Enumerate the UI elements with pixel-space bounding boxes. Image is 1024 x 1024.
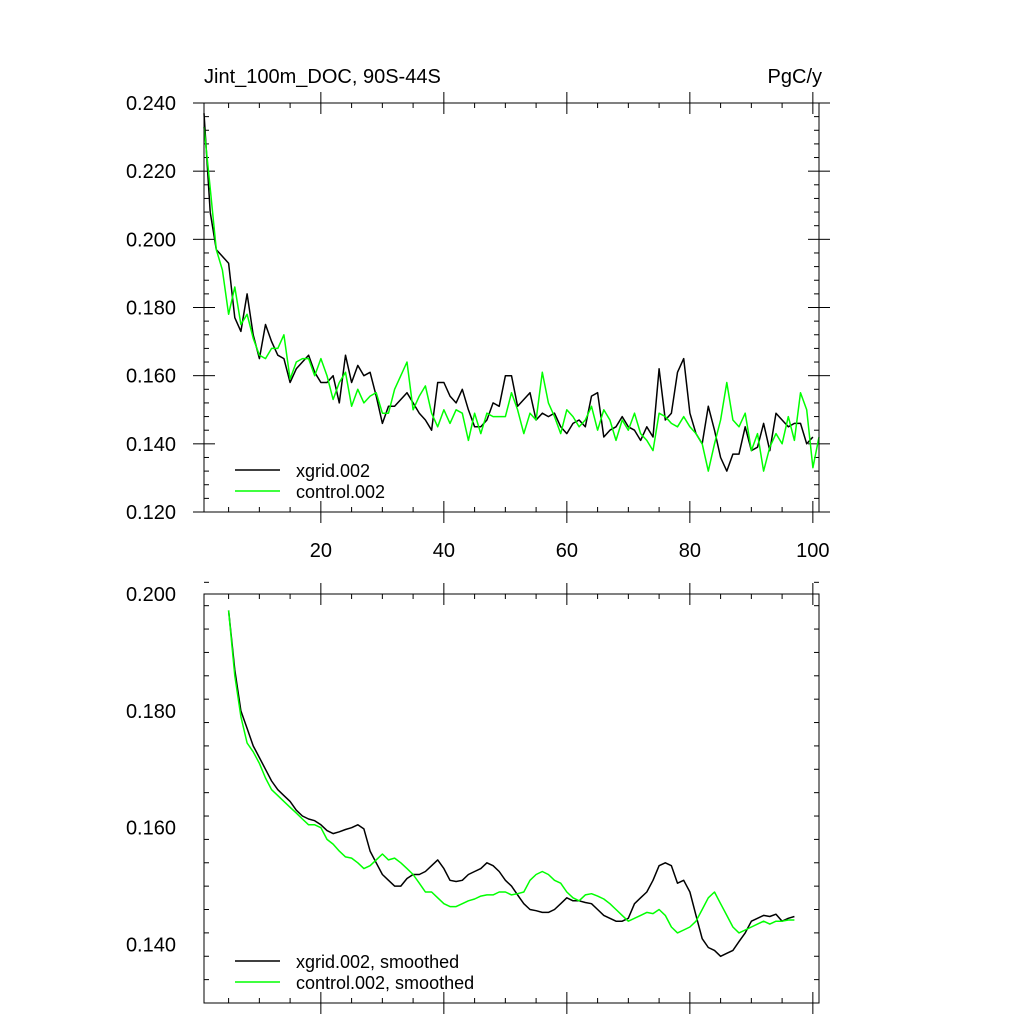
x-tick-label: 40 <box>433 540 455 562</box>
bottom-ticks <box>204 581 819 1014</box>
top-series-lines <box>203 113 820 472</box>
bottom-panel: 0.140 0.160 0.180 0.200 xgrid.002, smoothed… <box>126 581 820 1014</box>
top-plot-frame <box>203 102 820 513</box>
y-tick-label: 0.240 <box>126 93 176 115</box>
top-units: PgC/y <box>768 66 822 88</box>
y-tick-label: 0.200 <box>126 229 176 251</box>
legend-label-control-smoothed: control.002, smoothed <box>296 973 474 993</box>
y-tick-label: 0.160 <box>126 366 176 388</box>
y-tick-label: 0.180 <box>126 701 176 723</box>
top-series-line-control <box>203 126 820 472</box>
y-tick-label: 0.220 <box>126 161 176 183</box>
top-ticks <box>193 92 830 523</box>
bottom-series-lines <box>227 610 795 958</box>
bottom-series-line-control <box>227 610 795 934</box>
top-tick-labels: 20 40 60 80 100 0.120 0.140 0.160 0.180 0.200 0.22… <box>126 93 830 562</box>
y-tick-label: 0.180 <box>126 298 176 320</box>
y-tick-label: 0.140 <box>126 935 176 957</box>
x-tick-label: 80 <box>679 540 701 562</box>
x-tick-label: 20 <box>310 540 332 562</box>
bottom-tick-labels: 0.140 0.160 0.180 0.200 <box>126 584 176 957</box>
top-legend: xgrid.002 control.002 <box>235 461 385 502</box>
y-tick-label: 0.200 <box>126 584 176 606</box>
top-title: Jint_100m_DOC, 90S-44S <box>204 66 441 88</box>
legend-label-xgrid: xgrid.002 <box>296 461 370 481</box>
top-panel: Jint_100m_DOC, 90S-44S PgC/y 20 40 60 80 100… <box>126 66 830 562</box>
y-tick-label: 0.120 <box>126 502 176 524</box>
y-tick-label: 0.140 <box>126 434 176 456</box>
bottom-legend: xgrid.002, smoothed control.002, smoothe… <box>235 952 474 993</box>
x-tick-label: 100 <box>796 540 829 562</box>
legend-label-control: control.002 <box>296 482 385 502</box>
legend-label-xgrid-smoothed: xgrid.002, smoothed <box>296 952 459 972</box>
x-tick-label: 60 <box>556 540 578 562</box>
bottom-plot-frame <box>203 593 820 1004</box>
bottom-series-line-xgrid <box>227 610 795 958</box>
y-tick-label: 0.160 <box>126 818 176 840</box>
